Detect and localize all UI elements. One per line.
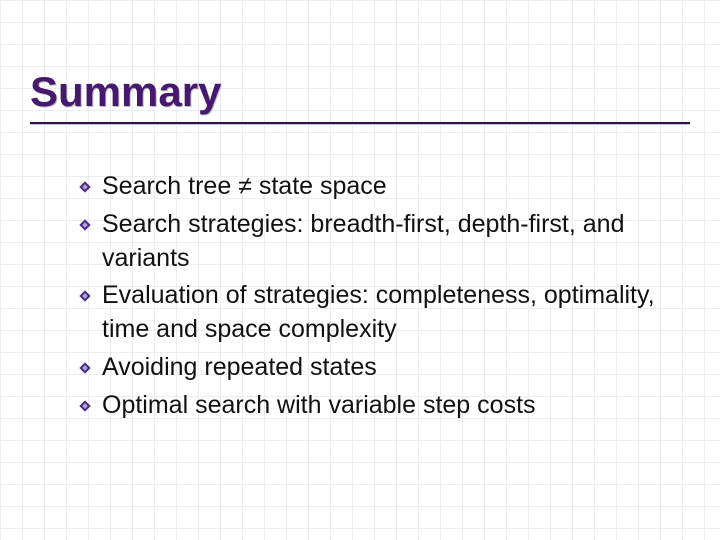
list-item-text: Optimal search with variable step costs <box>102 389 536 423</box>
list-item: Optimal search with variable step costs <box>78 389 672 423</box>
title-block: Summary <box>30 68 690 124</box>
slide-title: Summary <box>30 68 690 122</box>
title-underline <box>30 122 690 124</box>
diamond-bullet-icon <box>78 218 92 237</box>
diamond-bullet-icon <box>78 180 92 199</box>
list-item: Avoiding repeated states <box>78 351 672 385</box>
list-item-text: Search strategies: breadth-first, depth-… <box>102 208 672 276</box>
bullet-list: Search tree ≠ state space Search strateg… <box>78 170 672 426</box>
list-item-text: Avoiding repeated states <box>102 351 377 385</box>
diamond-bullet-icon <box>78 399 92 418</box>
list-item-text: Evaluation of strategies: completeness, … <box>102 279 672 347</box>
list-item: Search strategies: breadth-first, depth-… <box>78 208 672 276</box>
list-item: Search tree ≠ state space <box>78 170 672 204</box>
list-item-text: Search tree ≠ state space <box>102 170 387 204</box>
diamond-bullet-icon <box>78 361 92 380</box>
list-item: Evaluation of strategies: completeness, … <box>78 279 672 347</box>
diamond-bullet-icon <box>78 289 92 308</box>
